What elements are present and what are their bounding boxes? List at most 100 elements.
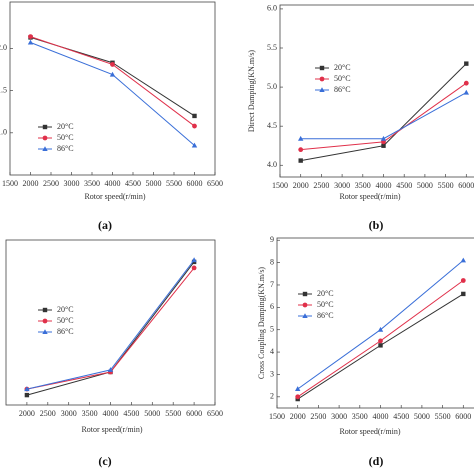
x-axis-label: Rotor speed(r/min) [84,192,145,201]
marker [378,343,383,348]
legend-marker [302,313,308,318]
y-tick-label: 4.5 [267,121,277,130]
marker [295,394,301,400]
y-axis-label: Cross Coupling Damping(KN.m/s) [257,267,266,380]
series-line [30,36,195,127]
panel-caption: (d) [369,454,384,468]
x-axis-label: Rotor speed(r/min) [339,192,400,201]
x-tick-label: 3500 [352,412,368,421]
marker [109,71,116,77]
series-line [26,261,195,396]
x-tick-label: 3000 [334,181,350,190]
y-tick-label: 3 [270,369,274,378]
x-tick-label: 4500 [125,179,141,188]
x-tick-label: 4000 [373,412,389,421]
y-tick-label: 6.0 [267,4,277,13]
x-tick-label: 2000 [290,412,306,421]
marker [191,265,197,271]
x-tick-label: 3000 [61,409,77,418]
y-tick-label: 2 [270,392,274,401]
marker [377,326,384,332]
x-tick-label: 5000 [144,409,160,418]
marker [380,135,387,141]
series-line [30,36,195,117]
x-tick-label: 5500 [166,179,182,188]
legend-label: 20°C [334,63,351,72]
legend-marker [302,302,308,308]
x-tick-label: 5000 [414,412,430,421]
marker [192,123,197,129]
marker [460,257,466,263]
x-axis-label: Rotor speed(r/min) [339,427,400,436]
x-tick-label: 3500 [82,409,98,418]
x-tick-label: 5500 [435,412,451,421]
y-tick-label: 5.5 [267,43,277,52]
marker [107,367,114,372]
legend-marker [42,135,48,141]
legend-label: 50°C [334,74,351,83]
x-tick-label: 4500 [393,412,409,421]
x-tick-label: 3500 [84,179,100,188]
x-tick-label: 2000 [293,181,309,190]
x-tick-label: 6000 [458,181,474,190]
y-axis-label: Direct Damping(KN.m/s) [247,50,256,133]
marker [191,142,198,148]
marker [298,135,304,141]
x-tick-label: 6500 [207,179,223,188]
x-tick-label: 3000 [64,179,80,188]
x-tick-label: 2500 [40,409,56,418]
x-tick-label: 2500 [43,179,59,188]
marker [295,386,301,391]
y-tick-label: 1.5 [0,85,7,94]
series-line [300,92,467,140]
plot-frame [5,239,216,406]
y-tick-label: 1.0 [0,128,7,137]
x-tick-label: 6000 [186,409,202,418]
legend-marker [42,329,48,334]
x-tick-label: 4000 [105,179,121,188]
legend-label: 86°C [317,311,334,320]
x-tick-label: 4500 [123,409,139,418]
legend-label: 86°C [57,144,74,153]
x-axis-label: Rotor speed(r/min) [81,425,142,434]
marker [460,278,466,283]
x-tick-label: 6000 [187,179,203,188]
y-tick-label: 9 [270,235,274,244]
x-tick-label: 2500 [313,181,329,190]
y-tick-label: 2.0 [0,43,7,52]
y-tick-label: 5.0 [267,82,277,91]
x-tick-label: 4000 [103,409,119,418]
series-line [30,42,195,146]
x-tick-label: 3500 [355,181,371,190]
y-tick-label: 5 [270,325,274,334]
legend-marker [42,146,48,151]
legend-marker [42,124,48,130]
marker [28,34,33,39]
legend-marker [319,87,325,92]
marker [110,62,115,67]
marker [461,291,466,297]
marker [191,257,197,263]
x-tick-label: 2000 [23,179,39,188]
legend-label: 50°C [317,300,334,309]
legend-marker [319,76,325,82]
y-tick-label: 4 [270,347,274,356]
y-tick-label: 4.0 [267,160,277,169]
x-tick-label: 4500 [396,181,412,190]
marker [463,89,469,95]
y-tick-label: 6 [270,302,274,311]
marker [24,392,30,398]
x-tick-label: 6500 [207,409,223,418]
x-tick-label: 1500 [272,181,288,190]
plot-frame [279,4,474,178]
legend-label: 86°C [334,85,351,94]
x-tick-label: 5500 [165,409,181,418]
marker [24,386,30,392]
legend-label: 50°C [57,133,74,142]
marker [298,158,303,163]
marker [463,80,469,86]
x-tick-label: 2000 [19,409,35,418]
marker [381,143,386,148]
